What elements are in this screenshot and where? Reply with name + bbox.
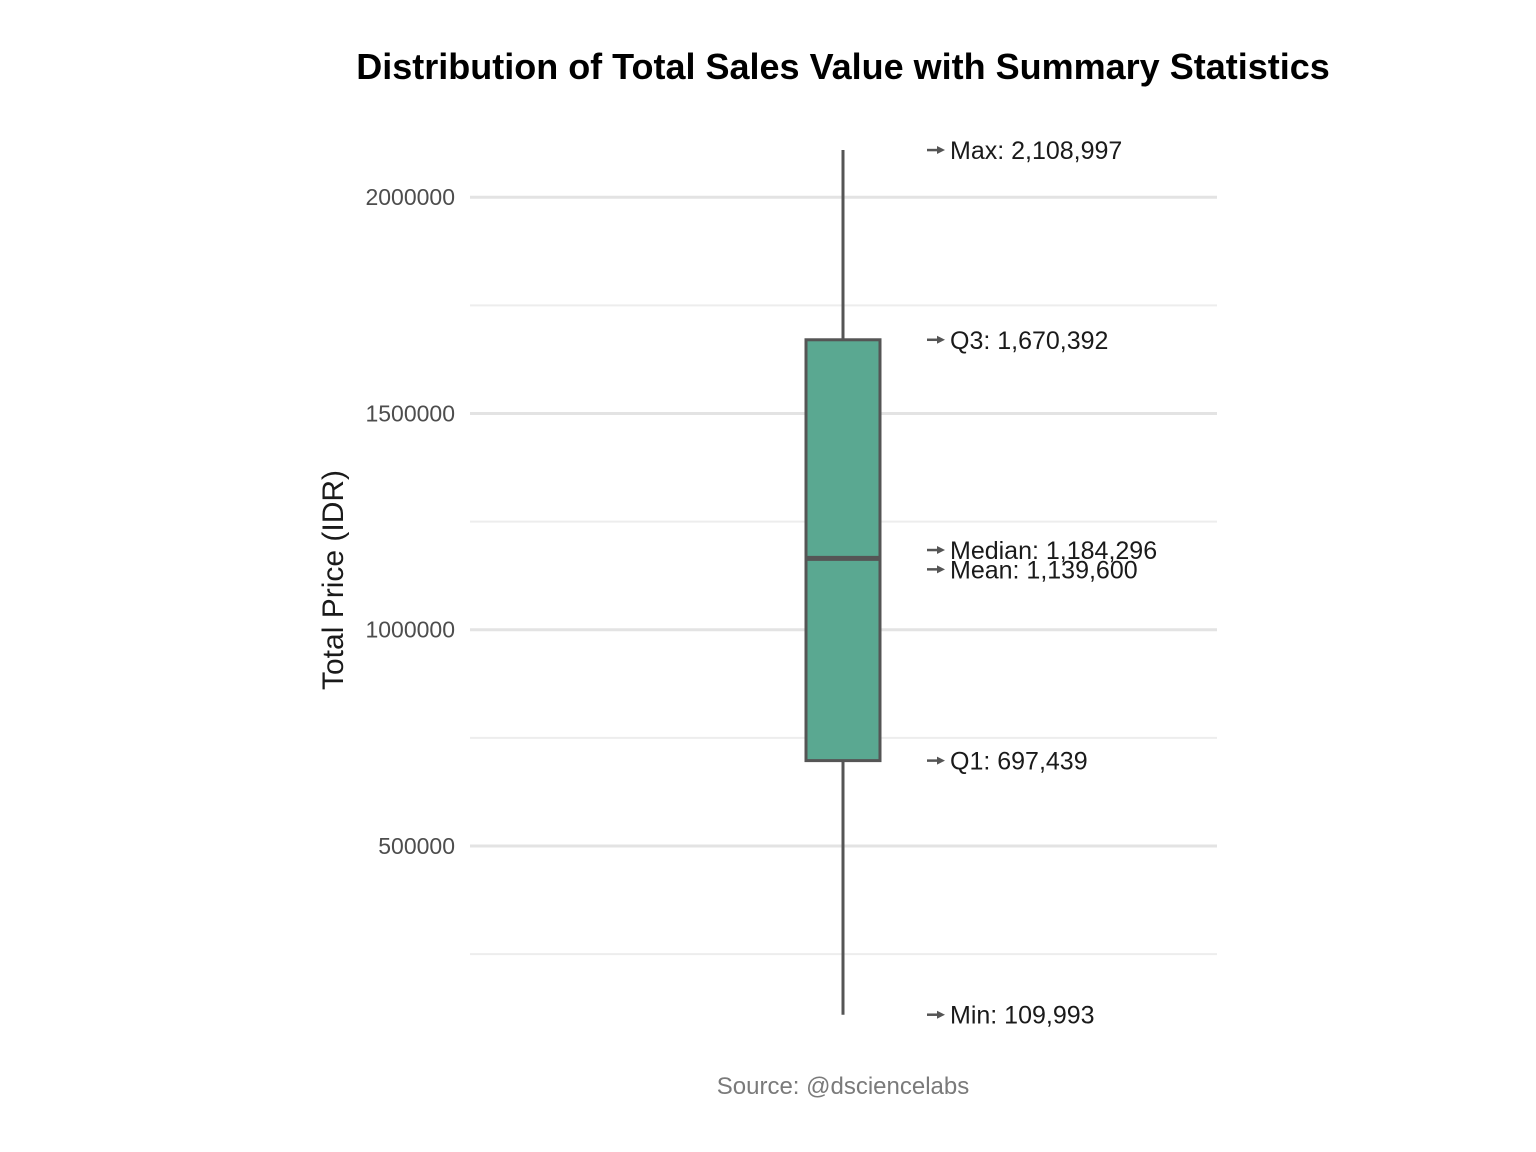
annotation-arrowhead-median xyxy=(937,546,945,555)
annotation-label-max: Max: 2,108,997 xyxy=(950,137,1122,165)
annotation-label-q3: Q3: 1,670,392 xyxy=(950,327,1108,355)
annotation-label-median: Median: 1,184,296 xyxy=(950,537,1157,565)
annotation-label-mean: Mean: 1,139,600 xyxy=(950,556,1138,584)
annotation-label-min: Min: 109,993 xyxy=(950,1002,1095,1030)
chart-title: Distribution of Total Sales Value with S… xyxy=(356,46,1330,87)
summary-annotations: Max: 2,108,997 Q3: 1,670,392 Median: 1,184… xyxy=(927,137,1157,1030)
y-tick-label: 500000 xyxy=(378,833,455,859)
annotation-label-q1: Q1: 697,439 xyxy=(950,748,1088,776)
y-tick-label: 1500000 xyxy=(365,400,455,426)
y-tick-label: 2000000 xyxy=(365,184,455,210)
annotation-arrowhead-q1 xyxy=(937,756,945,765)
y-axis-label: Total Price (IDR) xyxy=(317,470,350,690)
annotation-arrowhead-min xyxy=(937,1010,945,1019)
box-plot xyxy=(804,150,882,1015)
annotation-arrowhead-max xyxy=(937,146,945,155)
interquartile-box xyxy=(804,338,882,763)
source-caption: Source: @dsciencelabs xyxy=(717,1073,970,1100)
y-tick-label: 1000000 xyxy=(365,617,455,643)
annotation-arrowhead-mean xyxy=(937,565,945,574)
y-axis-ticks: 500000 1000000 1500000 2000000 xyxy=(365,184,455,859)
annotation-arrowhead-q3 xyxy=(937,335,945,344)
